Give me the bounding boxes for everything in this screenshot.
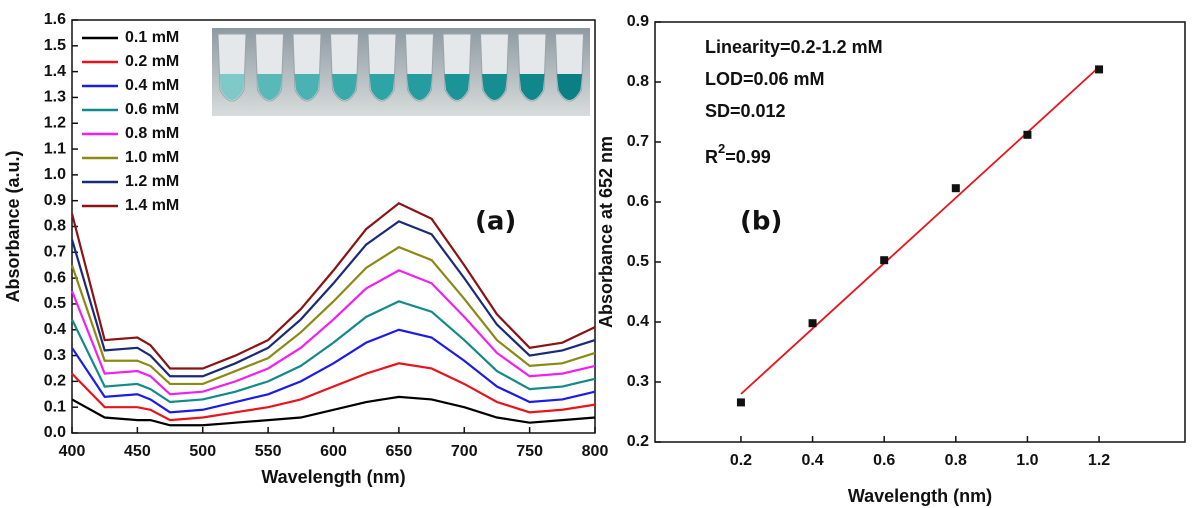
data-point: [951, 184, 960, 193]
x-tick-label: 1.0: [1016, 452, 1038, 469]
y-tick-label: 0.5: [627, 253, 649, 270]
x-tick-label: 0.2: [730, 452, 752, 469]
annotation: LOD=0.06 mM: [705, 69, 825, 89]
tube-liquid: [294, 74, 320, 100]
r-squared-rest: =0.99: [725, 147, 771, 167]
y-tick-label: 0.6: [44, 269, 66, 286]
y-tick-label: 0.5: [44, 295, 66, 312]
x-tick-label: 0.4: [801, 452, 823, 469]
y-tick-label: 1.6: [44, 11, 66, 28]
x-axis-title: Wavelength (nm): [261, 467, 405, 487]
x-axis-title: Wavelength (nm): [848, 486, 992, 506]
legend-label: 0.2 mM: [125, 53, 179, 70]
tube-liquid: [257, 74, 282, 100]
y-tick-label: 1.1: [44, 140, 66, 157]
data-point: [1095, 65, 1104, 74]
y-tick-label: 0.7: [627, 133, 649, 150]
spectrum-line: [71, 328, 596, 414]
data-point: [808, 319, 817, 328]
y-tick-label: 1.4: [44, 63, 66, 80]
spectrum-line: [71, 395, 596, 427]
tube-liquid: [444, 74, 470, 100]
x-tick-label: 550: [255, 443, 282, 460]
legend-label: 0.8 mM: [125, 125, 179, 142]
tube-liquid: [519, 74, 545, 100]
spectrum-line: [70, 269, 596, 396]
x-tick-label: 0.8: [945, 452, 967, 469]
x-tick-label: 0.6: [873, 452, 895, 469]
y-tick-label: 0.9: [627, 13, 649, 30]
tube-liquid: [369, 74, 395, 100]
data-point: [880, 256, 889, 265]
spectrum-line: [70, 245, 596, 386]
y-axis-title: Absorbance at 652 nm: [596, 136, 616, 328]
x-tick-label: 400: [59, 443, 86, 460]
y-tick-label: 0.2: [627, 433, 649, 450]
y-tick-label: 0.3: [627, 373, 649, 390]
data-point: [736, 398, 745, 407]
y-tick-label: 0.8: [44, 218, 66, 235]
x-tick-label: 1.2: [1088, 452, 1110, 469]
legend-label: 1.0 mM: [125, 149, 179, 166]
r-squared-base: R: [705, 147, 718, 167]
y-tick-label: 0.0: [44, 424, 66, 441]
r-squared-sup: 2: [718, 141, 725, 156]
y-tick-label: 1.2: [44, 114, 66, 131]
x-tick-label: 650: [386, 443, 413, 460]
tube-liquid: [219, 74, 245, 100]
legend-label: 1.4 mM: [125, 197, 179, 214]
y-tick-label: 1.5: [44, 37, 66, 54]
panel-label: (a): [475, 207, 516, 237]
y-tick-label: 0.8: [627, 73, 649, 90]
x-tick-label: 500: [189, 443, 216, 460]
y-tick-label: 0.2: [44, 373, 66, 390]
spectrum-line: [71, 362, 596, 422]
annotation: Linearity=0.2-1.2 mM: [705, 37, 883, 57]
legend-label: 1.2 mM: [125, 173, 179, 190]
x-tick-label: 750: [516, 443, 543, 460]
legend-label: 0.1 mM: [125, 29, 179, 46]
spectrum-line: [71, 300, 596, 404]
spectrum-line: [70, 220, 596, 378]
spectrum-line: [70, 201, 596, 370]
y-tick-label: 0.9: [44, 192, 66, 209]
y-tick-label: 0.7: [44, 244, 66, 261]
tube-liquid: [407, 74, 432, 100]
y-tick-label: 0.3: [44, 347, 66, 364]
legend-label: 0.4 mM: [125, 77, 179, 94]
annotation: SD=0.012: [705, 101, 786, 121]
x-tick-label: 600: [320, 443, 347, 460]
y-tick-label: 0.1: [44, 398, 66, 415]
y-tick-label: 0.6: [627, 193, 649, 210]
tube-liquid: [557, 74, 582, 100]
plot-frame: [654, 21, 1186, 443]
y-tick-label: 1.3: [44, 89, 66, 106]
r-squared: R2=0.99: [705, 141, 771, 166]
y-tick-label: 0.4: [44, 321, 66, 338]
tube-liquid: [332, 74, 357, 100]
y-tick-label: 1.0: [44, 166, 66, 183]
y-tick-label: 0.4: [627, 313, 649, 330]
x-tick-label: 700: [451, 443, 478, 460]
y-axis-title: Absorbance (a.u.): [3, 150, 23, 302]
fit-line: [740, 66, 1100, 395]
legend-label: 0.6 mM: [125, 101, 179, 118]
x-tick-label: 450: [124, 443, 151, 460]
tube-liquid: [482, 74, 507, 100]
panel-label: (b): [740, 207, 782, 237]
data-point: [1023, 130, 1032, 139]
x-tick-label: 800: [582, 443, 609, 460]
tube-photo: [212, 28, 590, 116]
